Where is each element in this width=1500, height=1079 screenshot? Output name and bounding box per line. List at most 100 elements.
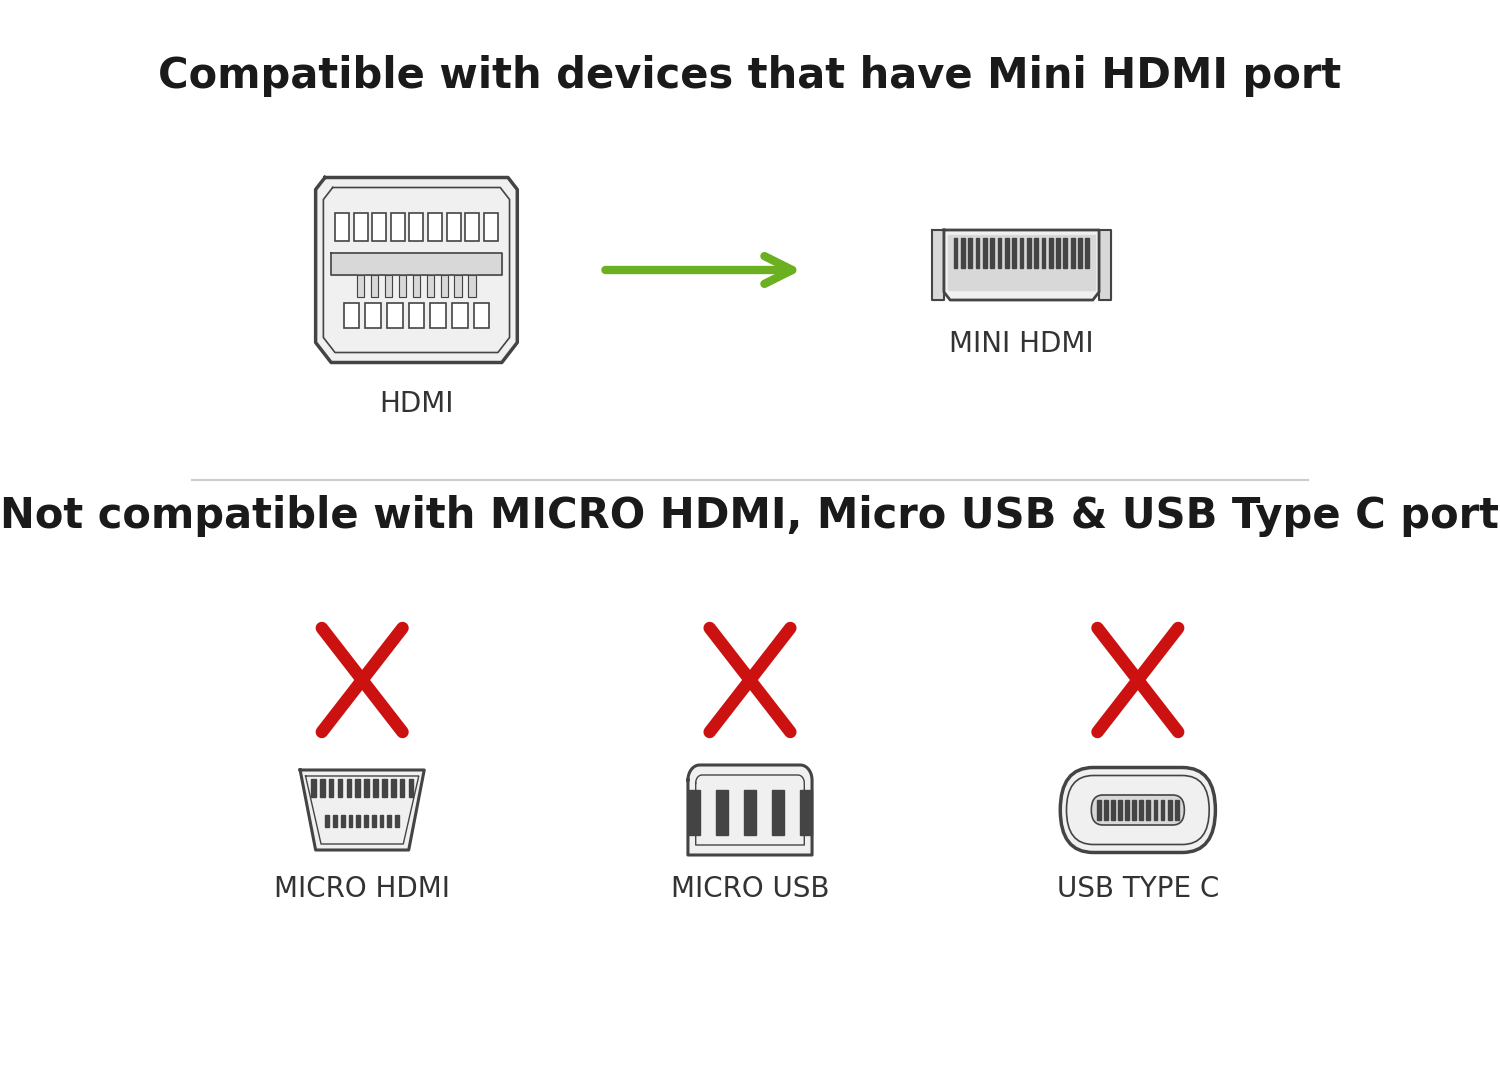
Polygon shape xyxy=(982,238,987,268)
Polygon shape xyxy=(1140,800,1143,820)
Polygon shape xyxy=(320,779,324,797)
Text: HDMI: HDMI xyxy=(380,390,453,418)
Polygon shape xyxy=(716,790,729,835)
Polygon shape xyxy=(356,779,360,797)
Polygon shape xyxy=(1078,238,1082,268)
Bar xyxy=(484,213,498,241)
Polygon shape xyxy=(387,815,392,827)
Polygon shape xyxy=(370,274,378,297)
Polygon shape xyxy=(954,238,957,268)
Polygon shape xyxy=(1020,238,1023,268)
Polygon shape xyxy=(1056,238,1060,268)
Bar xyxy=(334,213,350,241)
Bar xyxy=(366,302,381,328)
Polygon shape xyxy=(340,815,345,827)
Polygon shape xyxy=(333,815,338,827)
Polygon shape xyxy=(374,779,378,797)
Bar xyxy=(372,213,386,241)
Polygon shape xyxy=(1100,230,1110,300)
Polygon shape xyxy=(384,274,393,297)
Polygon shape xyxy=(328,779,333,797)
Polygon shape xyxy=(933,230,944,300)
Polygon shape xyxy=(357,815,360,827)
Bar xyxy=(447,213,460,241)
Polygon shape xyxy=(944,230,1100,300)
Polygon shape xyxy=(1161,800,1164,820)
Bar xyxy=(465,213,480,241)
Polygon shape xyxy=(1041,238,1046,268)
Polygon shape xyxy=(962,238,964,268)
Polygon shape xyxy=(380,815,384,827)
Polygon shape xyxy=(364,779,369,797)
Polygon shape xyxy=(744,790,756,835)
Polygon shape xyxy=(1112,800,1114,820)
Polygon shape xyxy=(310,779,315,797)
FancyBboxPatch shape xyxy=(1066,776,1209,845)
Polygon shape xyxy=(998,238,1002,268)
Polygon shape xyxy=(688,765,812,855)
Polygon shape xyxy=(348,815,352,827)
Text: Not compatible with MICRO HDMI, Micro USB & USB Type C port: Not compatible with MICRO HDMI, Micro US… xyxy=(0,495,1500,537)
Polygon shape xyxy=(948,235,1095,290)
Polygon shape xyxy=(1048,238,1053,268)
Bar xyxy=(452,302,468,328)
Polygon shape xyxy=(300,770,424,850)
Bar xyxy=(344,302,358,328)
Text: MICRO HDMI: MICRO HDMI xyxy=(274,875,450,903)
Polygon shape xyxy=(1028,238,1030,268)
Polygon shape xyxy=(315,178,518,363)
Polygon shape xyxy=(394,815,399,827)
Polygon shape xyxy=(441,274,448,297)
Polygon shape xyxy=(1167,800,1172,820)
Polygon shape xyxy=(346,779,351,797)
FancyBboxPatch shape xyxy=(1060,767,1215,852)
Polygon shape xyxy=(382,779,387,797)
Polygon shape xyxy=(1064,238,1068,268)
Bar xyxy=(410,213,423,241)
Polygon shape xyxy=(326,815,328,827)
Polygon shape xyxy=(1034,238,1038,268)
Bar xyxy=(408,302,424,328)
Text: MINI HDMI: MINI HDMI xyxy=(950,330,1094,358)
Text: USB TYPE C: USB TYPE C xyxy=(1056,875,1220,903)
Polygon shape xyxy=(1013,238,1016,268)
Bar xyxy=(387,302,402,328)
Text: Compatible with devices that have Mini HDMI port: Compatible with devices that have Mini H… xyxy=(159,55,1341,97)
FancyBboxPatch shape xyxy=(1092,795,1185,825)
Polygon shape xyxy=(1174,800,1179,820)
Polygon shape xyxy=(413,274,420,297)
Polygon shape xyxy=(1071,238,1074,268)
Polygon shape xyxy=(1119,800,1122,820)
Polygon shape xyxy=(372,815,375,827)
Polygon shape xyxy=(1146,800,1150,820)
Polygon shape xyxy=(1005,238,1010,268)
Polygon shape xyxy=(990,238,994,268)
Bar xyxy=(392,213,405,241)
Polygon shape xyxy=(800,790,812,835)
Polygon shape xyxy=(357,274,364,297)
Polygon shape xyxy=(332,252,502,274)
Polygon shape xyxy=(969,238,972,268)
Polygon shape xyxy=(1086,238,1089,268)
Polygon shape xyxy=(392,779,396,797)
Polygon shape xyxy=(338,779,342,797)
Polygon shape xyxy=(399,274,406,297)
Polygon shape xyxy=(426,274,435,297)
Bar xyxy=(474,302,489,328)
Text: MICRO USB: MICRO USB xyxy=(670,875,830,903)
Polygon shape xyxy=(1096,800,1101,820)
Polygon shape xyxy=(468,274,476,297)
Polygon shape xyxy=(1125,800,1130,820)
Polygon shape xyxy=(975,238,980,268)
Polygon shape xyxy=(1104,800,1108,820)
Bar xyxy=(354,213,368,241)
Polygon shape xyxy=(454,274,462,297)
Polygon shape xyxy=(1154,800,1158,820)
Polygon shape xyxy=(400,779,405,797)
Polygon shape xyxy=(364,815,368,827)
Polygon shape xyxy=(1132,800,1136,820)
Bar xyxy=(427,213,442,241)
Polygon shape xyxy=(408,779,414,797)
Polygon shape xyxy=(771,790,784,835)
Bar xyxy=(430,302,445,328)
